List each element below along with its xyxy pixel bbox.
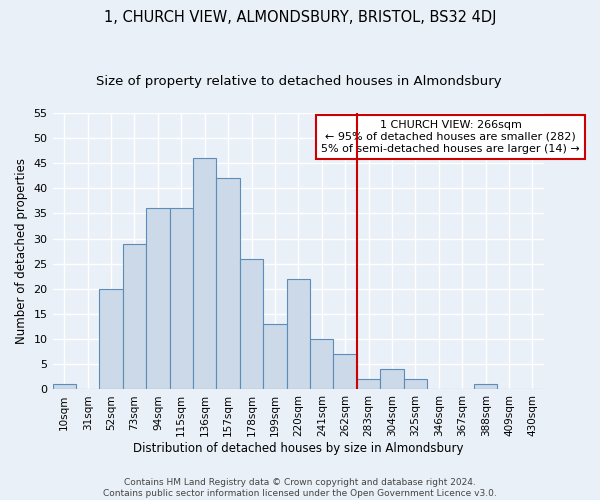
X-axis label: Distribution of detached houses by size in Almondsbury: Distribution of detached houses by size …	[133, 442, 464, 455]
Bar	[240, 258, 263, 390]
Bar	[357, 380, 380, 390]
Bar	[287, 279, 310, 390]
Text: Contains HM Land Registry data © Crown copyright and database right 2024.
Contai: Contains HM Land Registry data © Crown c…	[103, 478, 497, 498]
Bar	[217, 178, 240, 390]
Text: 1 CHURCH VIEW: 266sqm
← 95% of detached houses are smaller (282)
5% of semi-deta: 1 CHURCH VIEW: 266sqm ← 95% of detached …	[321, 120, 580, 154]
Bar	[53, 384, 76, 390]
Bar	[380, 370, 404, 390]
Bar	[193, 158, 217, 390]
Bar	[404, 380, 427, 390]
Bar	[146, 208, 170, 390]
Bar	[100, 289, 123, 390]
Title: Size of property relative to detached houses in Almondsbury: Size of property relative to detached ho…	[95, 75, 501, 88]
Bar	[263, 324, 287, 390]
Bar	[170, 208, 193, 390]
Bar	[123, 244, 146, 390]
Bar	[310, 339, 334, 390]
Bar	[334, 354, 357, 390]
Text: 1, CHURCH VIEW, ALMONDSBURY, BRISTOL, BS32 4DJ: 1, CHURCH VIEW, ALMONDSBURY, BRISTOL, BS…	[104, 10, 496, 25]
Bar	[474, 384, 497, 390]
Y-axis label: Number of detached properties: Number of detached properties	[15, 158, 28, 344]
